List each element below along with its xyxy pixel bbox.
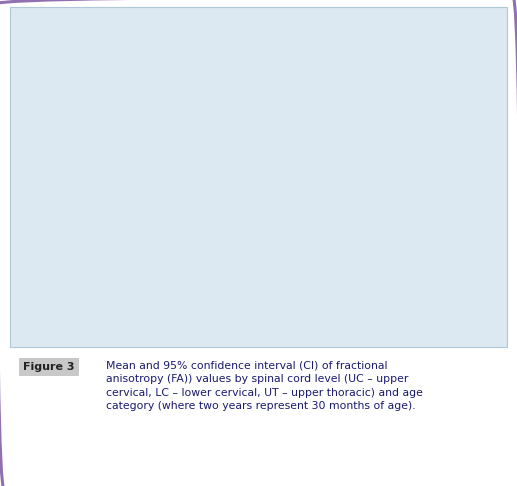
Text: Mean and 95% confidence interval (CI) of fractional
anisotropy (FA)) values by s: Mean and 95% confidence interval (CI) of…: [106, 361, 423, 412]
X-axis label: Spinal Cord Level: Spinal Cord Level: [101, 282, 192, 292]
Text: Figure 3: Figure 3: [23, 362, 75, 372]
Point: [345, 95, 354, 103]
Point: [460, 110, 468, 118]
Point: [403, 190, 411, 198]
Y-axis label: FA: FA: [17, 142, 31, 155]
Point: [200, 171, 208, 179]
Point: [142, 194, 150, 202]
Title: Mean and 95%CI - Age > 2 years: Mean and 95%CI - Age > 2 years: [321, 22, 493, 32]
X-axis label: Spinal Cord Level: Spinal Cord Level: [361, 282, 452, 292]
Legend: 95%CI, Mean: 95%CI, Mean: [316, 311, 444, 330]
Y-axis label: FA: FA: [278, 142, 291, 155]
Point: [85, 175, 93, 183]
Legend: 95%CI, Mean: 95%CI, Mean: [78, 311, 206, 330]
Title: Mean and 95%CI - Age <= 2 years: Mean and 95%CI - Age <= 2 years: [56, 22, 237, 32]
